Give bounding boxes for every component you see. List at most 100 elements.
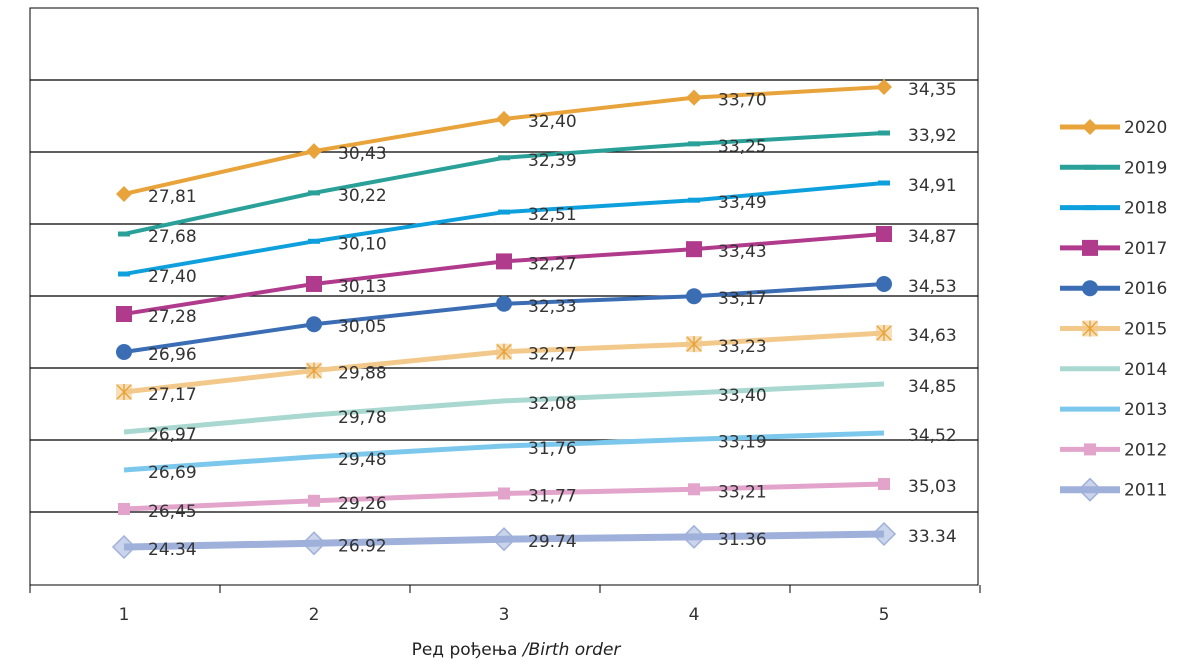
data-label: 29,88 [338,364,387,384]
data-label: 30,05 [338,317,387,337]
data-label: 32,51 [528,205,577,225]
data-point-marker [876,276,892,292]
data-point-marker [111,534,137,560]
data-label: 26,69 [148,463,197,483]
x-axis-title-italic: /Birth order [517,640,621,660]
data-point-marker [876,226,892,242]
legend-label: 2011 [1124,481,1167,501]
data-label: 31.36 [718,530,767,550]
data-label: 34,35 [908,80,957,100]
data-label: 27,17 [148,385,197,405]
data-label: 32,08 [528,394,577,414]
data-label: 33,43 [718,242,767,262]
data-point-marker [306,362,322,379]
data-point-marker [686,336,702,353]
data-point-marker [1077,477,1103,502]
data-label: 34,53 [908,277,957,297]
data-label: 24.34 [148,540,197,560]
series-line [123,330,885,395]
series-2018 [118,180,890,277]
legend-label: 2020 [1124,118,1167,138]
data-point-marker [498,487,510,500]
data-point-marker [1082,119,1098,135]
series-2011 [111,521,897,560]
data-label: 27,40 [148,267,197,287]
data-label: 30,13 [338,277,387,297]
series-2019 [118,130,890,237]
data-label: 29,78 [338,408,387,428]
data-label: 34,87 [908,227,957,247]
data-point-marker [306,275,322,292]
legend: 2020 2019 2018 2017 2016 2015 2014 2013 2012 2011 [1060,118,1167,502]
legend-label: 2017 [1124,239,1167,259]
data-point-marker [306,143,322,160]
data-point-marker [1082,320,1098,337]
data-label: 26,45 [148,502,197,522]
data-label: 33,40 [718,386,767,406]
data-point-marker [871,521,897,547]
data-label: 29,48 [338,450,387,470]
data-label: 33,92 [908,126,957,146]
series-line [123,381,885,435]
data-label: 35,03 [908,477,957,497]
series-2017 [116,226,892,322]
data-point-marker [686,89,702,106]
legend-item-2013: 2013 [1060,400,1167,420]
data-label: 33,70 [718,91,767,111]
data-label: 33.34 [908,527,957,547]
data-label: 27,68 [148,227,197,247]
data-label: 33,23 [718,337,767,357]
data-label: 30,22 [338,186,387,206]
legend-item-2011: 2011 [1060,477,1167,502]
x-axis: 1 2 3 4 5 [29,584,981,625]
x-axis-title: Ред рођења /Birth order [412,640,622,660]
data-label: 33,17 [718,289,767,309]
data-point-marker [116,306,132,322]
data-label: 27,28 [148,307,197,327]
data-label: 27,81 [148,187,197,207]
data-label: 34,63 [908,326,957,346]
data-point-marker [496,343,512,360]
legend-item-2017: 2017 [1060,239,1167,259]
data-point-marker [496,295,512,312]
data-point-marker [686,241,702,258]
legend-item-2014: 2014 [1060,360,1167,380]
data-label: 31,76 [528,439,577,459]
series-2012 [118,478,890,515]
data-label: 32,39 [528,151,577,171]
data-label: 26,97 [148,425,197,445]
legend-label: 2012 [1124,440,1167,460]
data-point-marker [491,527,517,552]
series-2013 [123,430,885,473]
data-label: 33,49 [718,193,767,213]
data-label: 26.92 [338,536,387,556]
data-label: 33,19 [718,432,767,452]
series-2015 [116,325,892,400]
data-label: 34,85 [908,377,957,397]
series-line [123,430,885,473]
x-axis-title-main: Ред рођења [412,640,518,660]
series-layer [111,79,897,560]
data-label: 30,10 [338,234,387,254]
data-point-marker [1082,280,1098,297]
data-point-marker [116,384,132,400]
data-point-marker [876,79,892,95]
series-2014 [123,381,885,435]
data-point-marker [1084,443,1096,456]
legend-item-2019: 2019 [1060,158,1167,178]
data-point-marker [876,325,892,341]
legend-item-2016: 2016 [1060,279,1167,299]
data-label: 33,25 [718,137,767,157]
gridlines [30,79,978,513]
legend-label: 2018 [1124,199,1167,219]
data-label: 32,33 [528,297,577,317]
legend-label: 2016 [1124,279,1167,299]
x-tick-label: 5 [879,605,890,625]
data-point-marker [116,344,132,360]
legend-item-2015: 2015 [1060,320,1167,340]
data-point-marker [308,494,320,507]
x-tick-label: 4 [689,605,700,625]
legend-label: 2019 [1124,158,1167,178]
data-label: 31,77 [528,486,577,506]
